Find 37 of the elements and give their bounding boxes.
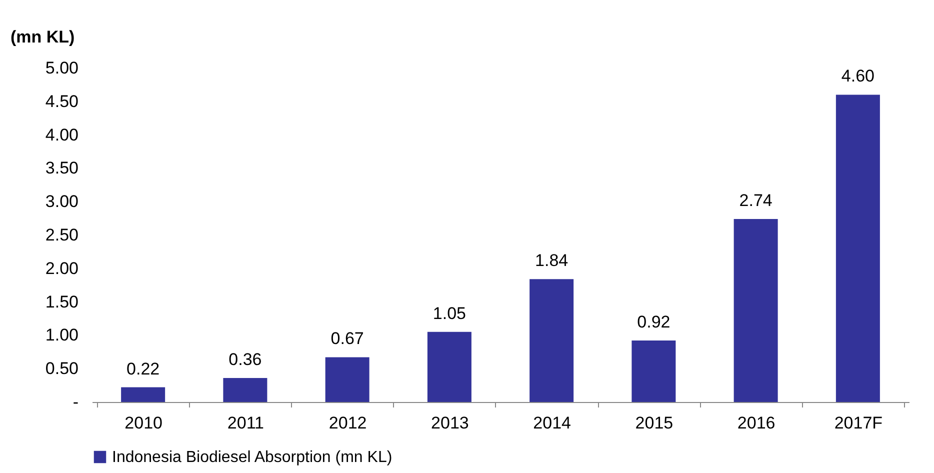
bar: [223, 378, 268, 402]
y-tick-label: 1.50: [45, 292, 78, 312]
y-tick-label: 2.50: [45, 226, 78, 244]
text: 1.05: [432, 304, 466, 323]
y-tick-label: 5.00: [45, 58, 78, 78]
x-tick-label: 2012: [328, 414, 367, 432]
x-tick-label: 2011: [227, 414, 264, 432]
bar: [734, 218, 778, 402]
y-tick-label: 0.50: [45, 359, 78, 378]
text: 0.22: [126, 359, 160, 378]
bar: [325, 357, 370, 402]
y-tick-label: 3.00: [45, 192, 78, 212]
text: 2.74: [739, 190, 772, 210]
text: 0.67: [330, 329, 364, 348]
text: 0.92: [637, 312, 670, 332]
bar: [530, 279, 574, 402]
y-tick-label: 4.00: [45, 125, 78, 144]
y-tick-label: 2.00: [45, 258, 78, 278]
y-tick-label: 3.50: [45, 158, 78, 178]
text: 0.36: [228, 350, 262, 369]
x-tick-label: 2010: [124, 414, 162, 432]
y-tick-label: -: [72, 392, 78, 412]
x-tick-label: 2016: [737, 414, 776, 432]
bar: [836, 94, 880, 402]
bar: [632, 340, 676, 402]
legend-label: Indonesia Biodiesel Absorption (mn KL): [112, 449, 392, 466]
text: 1.84: [535, 251, 568, 270]
x-tick-label: 2014: [533, 414, 571, 432]
bar: [121, 387, 166, 402]
y-tick-label: 1.00: [45, 326, 78, 345]
text: 4.60: [841, 66, 874, 86]
x-tick-label: 2015: [635, 414, 674, 432]
x-tick-label: 2017F: [834, 414, 883, 432]
x-tick-label: 2013: [431, 414, 469, 432]
y-tick-label: 4.50: [45, 92, 78, 111]
y-axis-title: (mn KL): [10, 28, 75, 46]
bar: [427, 332, 472, 402]
